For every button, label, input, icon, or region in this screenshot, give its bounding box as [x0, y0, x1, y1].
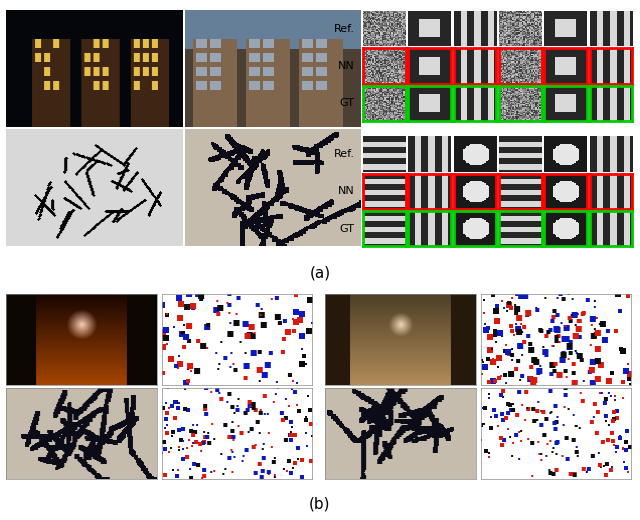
Text: (b): (b) — [309, 497, 331, 512]
Text: NN: NN — [338, 186, 355, 197]
Text: NN: NN — [338, 61, 355, 71]
Text: GT: GT — [340, 98, 355, 109]
Text: (a): (a) — [309, 266, 331, 280]
Text: GT: GT — [340, 224, 355, 234]
Text: Ref.: Ref. — [333, 23, 355, 34]
Text: Ref.: Ref. — [333, 149, 355, 159]
